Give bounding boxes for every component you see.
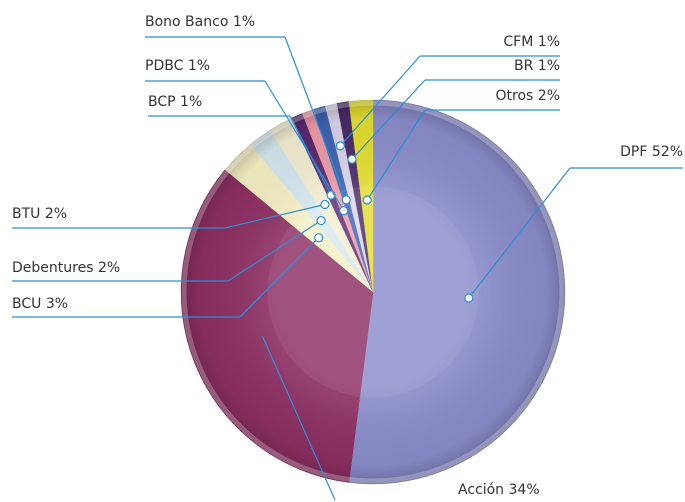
slice-label: BCU 3%	[12, 296, 68, 312]
leader-dot	[339, 206, 349, 216]
slice-label: BCP 1%	[148, 94, 202, 110]
slice-label: BTU 2%	[12, 206, 67, 222]
pie-rim	[181, 100, 565, 484]
value-label: 52%	[652, 144, 683, 160]
leader-line	[227, 220, 322, 282]
value-label: 1%	[538, 34, 560, 50]
category-name: BR	[514, 58, 534, 74]
value-label: 1%	[180, 94, 202, 110]
slice-label: Otros 2%	[496, 88, 561, 104]
value-label: 1%	[233, 14, 255, 30]
value-label: 1%	[188, 58, 210, 74]
category-name: Bono Banco	[145, 14, 228, 30]
leader-dot	[335, 141, 345, 151]
category-name: BCP	[148, 94, 176, 110]
leader-dot	[347, 154, 357, 164]
leader-line	[339, 55, 421, 147]
slice-label: BR 1%	[514, 58, 560, 74]
pie	[180, 99, 566, 485]
category-name: Acción	[458, 482, 504, 498]
leader-line	[468, 167, 571, 299]
slice-label: DPF 52%	[620, 144, 683, 160]
leader-line	[284, 36, 347, 201]
leader-line	[224, 203, 326, 229]
slice-label: CFM 1%	[503, 34, 560, 50]
pie-inner	[267, 186, 479, 398]
slice-label: Acción 34%	[458, 482, 540, 498]
value-label: 2%	[538, 88, 560, 104]
leader-dot	[314, 233, 324, 243]
leader-dot	[341, 195, 351, 205]
slice-label: Debentures 2%	[12, 260, 120, 276]
pie-shading	[181, 100, 565, 484]
value-label: 1%	[538, 58, 560, 74]
leader-line	[366, 109, 426, 201]
category-name: PDBC	[145, 58, 184, 74]
leader-dot	[320, 199, 330, 210]
category-name: BTU	[12, 206, 40, 222]
value-label: 2%	[45, 206, 67, 222]
value-label: 2%	[98, 260, 120, 276]
category-name: CFM	[503, 34, 533, 50]
leader-line	[239, 237, 320, 318]
category-name: Otros	[496, 88, 534, 104]
category-name: Debentures	[12, 260, 93, 276]
leader-line	[264, 80, 345, 212]
slice-label: Bono Banco 1%	[145, 14, 255, 30]
labels: DPF 52%Acción 34%BCU 3%Debentures 2%BTU …	[12, 14, 683, 501]
leader-line	[261, 335, 336, 501]
leader-dot	[464, 293, 474, 303]
category-name: BCU	[12, 296, 41, 312]
category-name: DPF	[620, 144, 647, 160]
leader-dot	[316, 215, 326, 226]
leader-line	[351, 79, 426, 160]
value-label: 34%	[509, 482, 540, 498]
value-label: 3%	[46, 296, 68, 312]
leader-dot	[362, 195, 372, 205]
slice-label: PDBC 1%	[145, 58, 210, 74]
